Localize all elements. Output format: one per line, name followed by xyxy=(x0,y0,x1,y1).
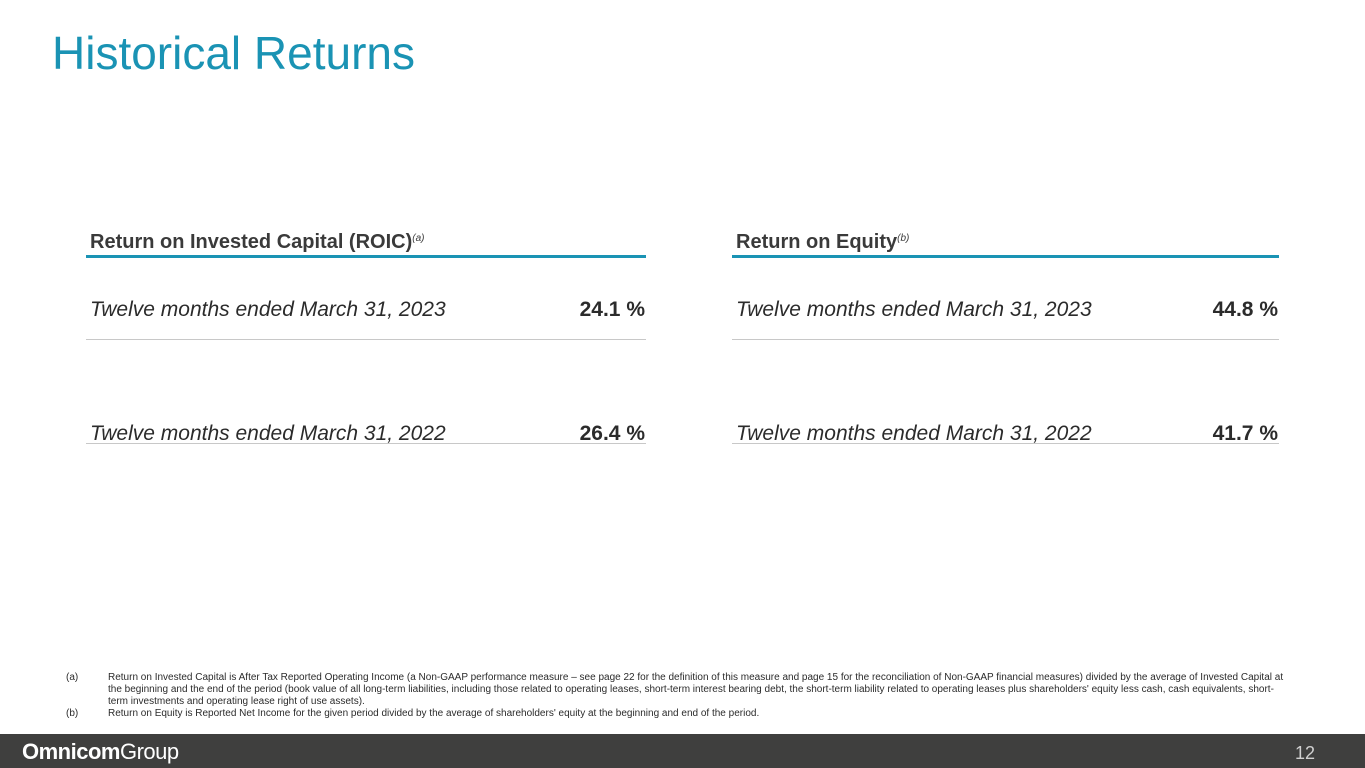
roe-header-text: Return on Equity xyxy=(736,231,898,253)
footer-bar: OmnicomGroup 12 xyxy=(0,734,1365,768)
logo-strong: Omnicom xyxy=(22,739,120,764)
roe-row-value: 41.7 % xyxy=(1212,422,1278,445)
footnote-text: Return on Invested Capital is After Tax … xyxy=(108,672,1284,707)
footnote-text: Return on Equity is Reported Net Income … xyxy=(108,708,760,719)
roic-panel: Return on Invested Capital (ROIC)(a) Twe… xyxy=(86,230,646,445)
roic-header-text: Return on Invested Capital (ROIC) xyxy=(90,231,413,253)
page-number: 12 xyxy=(1294,743,1315,763)
footnote-mark: (a) xyxy=(66,672,79,683)
roic-row-value: 26.4 % xyxy=(579,422,645,445)
roe-row-label: Twelve months ended March 31, 2023 xyxy=(736,298,1092,321)
roic-footnote-mark: (a) xyxy=(412,233,425,244)
roic-row-2023: Twelve months ended March 31, 2023 24.1 … xyxy=(86,258,646,340)
footnotes: (a) Return on Invested Capital is After … xyxy=(66,672,1286,720)
roic-row-value: 24.1 % xyxy=(579,298,645,321)
roic-row-2022: Twelve months ended March 31, 2022 26.4 … xyxy=(86,362,646,445)
roe-footnote-mark: (b) xyxy=(897,233,910,244)
roe-row-label: Twelve months ended March 31, 2022 xyxy=(736,422,1092,445)
roic-row-label: Twelve months ended March 31, 2022 xyxy=(90,422,446,445)
footnote-b: (b) Return on Equity is Reported Net Inc… xyxy=(66,708,1286,720)
footnote-a: (a) Return on Invested Capital is After … xyxy=(66,672,1286,708)
logo-light: Group xyxy=(119,739,179,764)
page-title: Historical Returns xyxy=(52,27,415,79)
footnote-mark: (b) xyxy=(66,708,79,719)
omnicom-logo: OmnicomGroup xyxy=(22,739,179,765)
roic-panel-header: Return on Invested Capital (ROIC)(a) xyxy=(86,230,646,258)
roe-panel: Return on Equity(b) Twelve months ended … xyxy=(732,230,1279,445)
roe-row-value: 44.8 % xyxy=(1212,298,1278,321)
roic-row-label: Twelve months ended March 31, 2023 xyxy=(90,298,446,321)
roe-row-2022: Twelve months ended March 31, 2022 41.7 … xyxy=(732,362,1279,445)
roe-panel-header: Return on Equity(b) xyxy=(732,230,1279,258)
roe-row-2023: Twelve months ended March 31, 2023 44.8 … xyxy=(732,258,1279,340)
